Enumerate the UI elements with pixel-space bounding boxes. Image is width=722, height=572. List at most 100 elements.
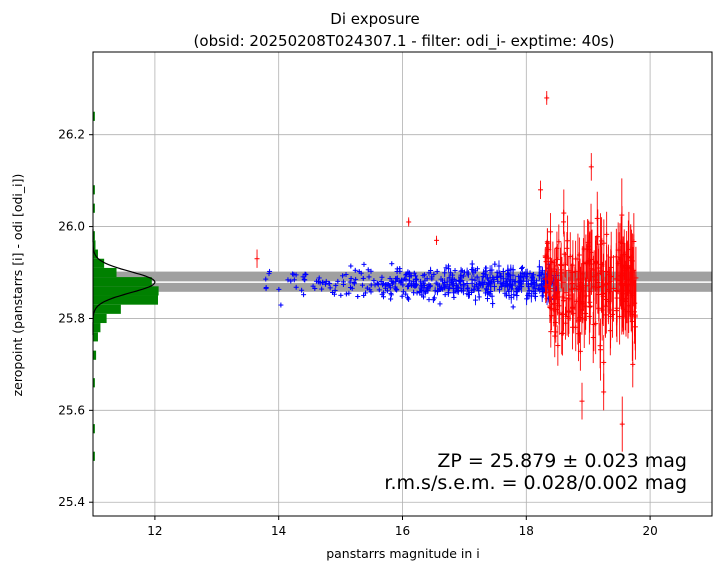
data-point xyxy=(572,266,578,311)
data-point xyxy=(355,294,361,300)
axis-ticks: 12 14 16 18 20 25.4 25.6 25.8 26.0 26.2 xyxy=(58,128,657,538)
x-tick-label: 12 xyxy=(147,524,162,538)
data-point xyxy=(580,264,586,311)
data-point xyxy=(538,180,544,200)
data-point xyxy=(624,231,630,300)
data-point xyxy=(548,315,554,348)
data-point xyxy=(511,289,517,300)
data-point xyxy=(544,275,550,301)
data-point xyxy=(459,268,465,274)
data-point xyxy=(394,266,400,272)
x-tick-label: 16 xyxy=(395,524,410,538)
data-point xyxy=(426,297,432,303)
data-point xyxy=(379,274,385,280)
data-point xyxy=(383,285,389,291)
data-point xyxy=(469,289,475,296)
data-point xyxy=(552,248,558,295)
data-point xyxy=(333,282,339,288)
histogram-bar xyxy=(93,267,117,278)
data-point xyxy=(588,249,594,288)
data-point xyxy=(570,305,576,350)
data-point xyxy=(597,213,603,276)
data-point xyxy=(576,237,582,273)
data-point xyxy=(466,290,472,299)
data-point xyxy=(413,281,419,288)
data-point xyxy=(472,277,478,284)
data-point xyxy=(475,285,481,291)
histogram-bar xyxy=(93,378,95,388)
y-tick-label: 25.4 xyxy=(58,495,85,509)
data-point xyxy=(435,288,441,294)
data-point xyxy=(599,217,605,265)
data-point xyxy=(442,292,448,298)
data-point xyxy=(494,269,500,275)
data-point xyxy=(494,274,500,281)
data-point xyxy=(524,292,530,306)
data-point xyxy=(389,281,395,287)
data-point xyxy=(446,290,452,296)
y-tick-label: 26.0 xyxy=(58,220,85,234)
data-point xyxy=(590,311,596,364)
data-point xyxy=(394,286,400,292)
data-point xyxy=(425,286,431,292)
data-point xyxy=(303,271,309,277)
data-point xyxy=(484,274,490,282)
data-point xyxy=(457,276,463,287)
data-point xyxy=(301,276,307,282)
data-point xyxy=(361,292,367,298)
data-point xyxy=(504,277,510,286)
data-point xyxy=(597,323,603,369)
data-point xyxy=(474,281,480,288)
data-point xyxy=(387,275,393,281)
data-point xyxy=(327,285,333,291)
chart-title: Di exposure xyxy=(330,10,419,28)
data-point xyxy=(434,235,440,245)
data-point xyxy=(267,268,273,274)
data-point xyxy=(556,224,562,260)
data-point xyxy=(414,290,420,296)
data-point xyxy=(558,257,564,283)
data-point xyxy=(619,396,625,452)
data-point xyxy=(340,273,346,279)
data-point xyxy=(545,240,551,276)
data-point xyxy=(620,236,626,312)
data-point xyxy=(588,153,594,181)
data-point xyxy=(288,278,294,284)
data-point xyxy=(510,269,516,281)
histogram-bar xyxy=(93,304,121,314)
data-point xyxy=(622,272,628,331)
data-point xyxy=(364,285,370,291)
data-point xyxy=(340,282,346,288)
histogram xyxy=(93,111,159,461)
data-point xyxy=(423,289,429,295)
data-point xyxy=(464,280,470,286)
data-point xyxy=(578,280,584,322)
data-point xyxy=(316,275,322,281)
data-point xyxy=(492,261,498,268)
data-point xyxy=(368,268,374,274)
y-tick-label: 26.2 xyxy=(58,128,85,142)
data-point xyxy=(365,267,371,273)
data-point xyxy=(361,261,367,267)
data-point xyxy=(619,178,625,252)
data-point xyxy=(403,291,409,297)
data-point xyxy=(406,296,412,302)
data-point xyxy=(601,373,607,411)
data-point xyxy=(348,275,354,281)
data-point xyxy=(376,287,382,293)
data-point xyxy=(603,260,609,309)
data-point xyxy=(555,325,561,366)
data-point xyxy=(442,268,448,278)
data-point xyxy=(301,292,307,298)
data-point xyxy=(563,251,569,278)
histogram-bar xyxy=(93,313,107,324)
data-point xyxy=(499,283,505,290)
data-point xyxy=(555,278,561,316)
data-point xyxy=(565,299,571,338)
data-point xyxy=(371,278,377,284)
data-point xyxy=(331,291,337,297)
data-point xyxy=(514,288,520,295)
data-point xyxy=(387,285,393,291)
data-point xyxy=(319,286,325,292)
rejected-stars xyxy=(254,91,639,452)
